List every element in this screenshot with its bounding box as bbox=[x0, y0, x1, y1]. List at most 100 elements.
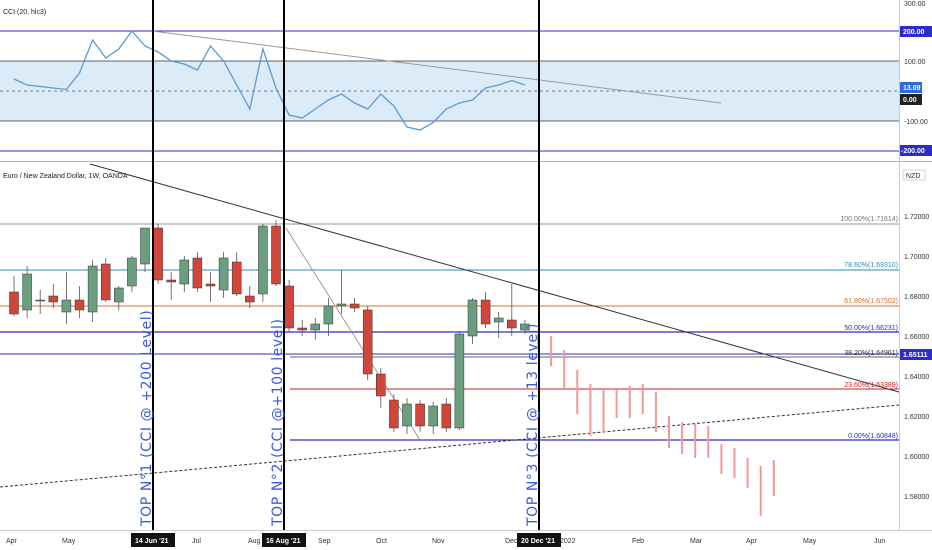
candle-body bbox=[454, 333, 465, 429]
symbol-legend[interactable]: Euro / New Zealand Dollar, 1W, OANDA bbox=[3, 173, 128, 180]
candle-body bbox=[389, 399, 399, 429]
candle-body bbox=[48, 295, 59, 303]
candle-body bbox=[153, 227, 163, 281]
candle-body bbox=[166, 279, 176, 283]
candle-body bbox=[349, 303, 360, 309]
candle bbox=[389, 394, 399, 432]
time-label-sep: Sep bbox=[318, 538, 331, 545]
time-tag-top1-text: 14 Jun '21 bbox=[135, 538, 169, 545]
candle bbox=[258, 224, 268, 302]
cci-trendline[interactable] bbox=[151, 30, 722, 104]
cci-tag-200-text: 200.00 bbox=[903, 29, 925, 36]
candle bbox=[87, 260, 98, 322]
candle-body bbox=[245, 295, 255, 303]
time-tag-top1 bbox=[131, 533, 175, 547]
candle bbox=[507, 284, 517, 336]
cci-tag-current-text: 13.09 bbox=[903, 85, 921, 92]
candle-body bbox=[507, 319, 517, 329]
candle-body bbox=[140, 227, 150, 265]
time-label-feb: Feb bbox=[632, 538, 644, 545]
price-tag bbox=[900, 349, 932, 360]
candle bbox=[376, 368, 386, 408]
cci-tag-zero-text: 0.00 bbox=[903, 97, 917, 104]
candle bbox=[231, 252, 242, 296]
price-tick-172: 1.72000 bbox=[904, 214, 929, 221]
cci-tag-200 bbox=[900, 26, 932, 37]
candle bbox=[179, 256, 190, 292]
time-label-dec: Dec bbox=[505, 538, 518, 545]
candle bbox=[127, 256, 137, 292]
fib-label-236: 23.60%(1.63389) bbox=[844, 382, 898, 389]
candle bbox=[349, 298, 360, 312]
cci-tag-current bbox=[900, 82, 922, 93]
candle-series bbox=[9, 220, 530, 434]
candle-body bbox=[218, 257, 229, 291]
rising-support-line[interactable] bbox=[0, 404, 900, 488]
time-label-2022: 2022 bbox=[560, 538, 576, 545]
fib-label-0: 0.00%(1.60848) bbox=[848, 433, 898, 440]
cci-neutral-band bbox=[0, 61, 899, 121]
candle bbox=[520, 320, 530, 334]
candle-body bbox=[480, 299, 491, 325]
candle-body bbox=[61, 299, 72, 313]
fib-label-50: 50.00%(1.66231) bbox=[844, 325, 898, 332]
candle-body bbox=[87, 265, 98, 313]
candle bbox=[493, 312, 504, 338]
candle bbox=[100, 258, 111, 302]
candle-body bbox=[127, 257, 137, 287]
candle bbox=[454, 332, 465, 430]
candle-body bbox=[297, 327, 307, 331]
candle-body bbox=[520, 323, 530, 331]
cci-legend[interactable]: CCI (20, hlc3) bbox=[3, 9, 46, 16]
candle-body bbox=[114, 287, 124, 303]
candle bbox=[9, 276, 19, 316]
time-label-may: May bbox=[62, 538, 76, 545]
price-tick-164: 1.64000 bbox=[904, 374, 929, 381]
candle-body bbox=[74, 299, 85, 311]
time-tag-top3 bbox=[517, 533, 561, 547]
cci-tick-minus100: -100.00 bbox=[904, 119, 928, 126]
candle-body bbox=[323, 305, 334, 325]
candle bbox=[218, 252, 229, 298]
candle-body bbox=[35, 299, 45, 302]
candle-body bbox=[258, 225, 268, 295]
annotation-top3: TOP N°3 (CCI @ +13 level) bbox=[525, 323, 541, 527]
candle-body bbox=[192, 257, 203, 289]
annotation-top2: TOP N°2 (CCI @+100 level) bbox=[270, 318, 286, 527]
annotation-top1: TOP N°1 (CCI @ +200 Level) bbox=[139, 310, 155, 527]
cci-tag-zero bbox=[900, 94, 922, 105]
candle bbox=[310, 318, 321, 340]
candle bbox=[402, 398, 412, 434]
candle bbox=[153, 224, 163, 284]
cci-tag-minus200-text: -200.00 bbox=[901, 148, 925, 155]
candle bbox=[35, 290, 45, 314]
fib-label-618: 61.80%(1.67502) bbox=[844, 298, 898, 305]
price-tick-170: 1.70000 bbox=[904, 254, 929, 261]
price-tick-166: 1.66000 bbox=[904, 334, 929, 341]
candle bbox=[441, 398, 452, 432]
cci-tag-minus200 bbox=[900, 145, 932, 156]
candle bbox=[297, 320, 307, 336]
candle bbox=[114, 286, 124, 310]
price-tick-168: 1.68000 bbox=[904, 294, 929, 301]
candle bbox=[415, 400, 425, 432]
candle bbox=[192, 252, 203, 292]
candle bbox=[323, 298, 334, 336]
time-label-nov: Nov bbox=[432, 538, 445, 545]
candle-body bbox=[493, 317, 504, 323]
currency-badge[interactable] bbox=[902, 169, 926, 181]
fib-label-786: 78.60%(1.69310) bbox=[844, 262, 898, 269]
candle-body bbox=[179, 259, 190, 285]
candle bbox=[74, 286, 85, 318]
currency-label: NZD bbox=[906, 173, 920, 180]
descending-trendline[interactable] bbox=[89, 163, 900, 393]
price-tick-162: 1.62000 bbox=[904, 414, 929, 421]
candle-body bbox=[231, 261, 242, 295]
candle bbox=[362, 306, 373, 380]
time-label-jun: Jun bbox=[874, 538, 885, 545]
candle-body bbox=[9, 291, 19, 315]
candle bbox=[467, 298, 478, 344]
time-tag-top2-text: 16 Aug '21 bbox=[266, 538, 301, 545]
cci-series-line bbox=[13, 29, 526, 131]
